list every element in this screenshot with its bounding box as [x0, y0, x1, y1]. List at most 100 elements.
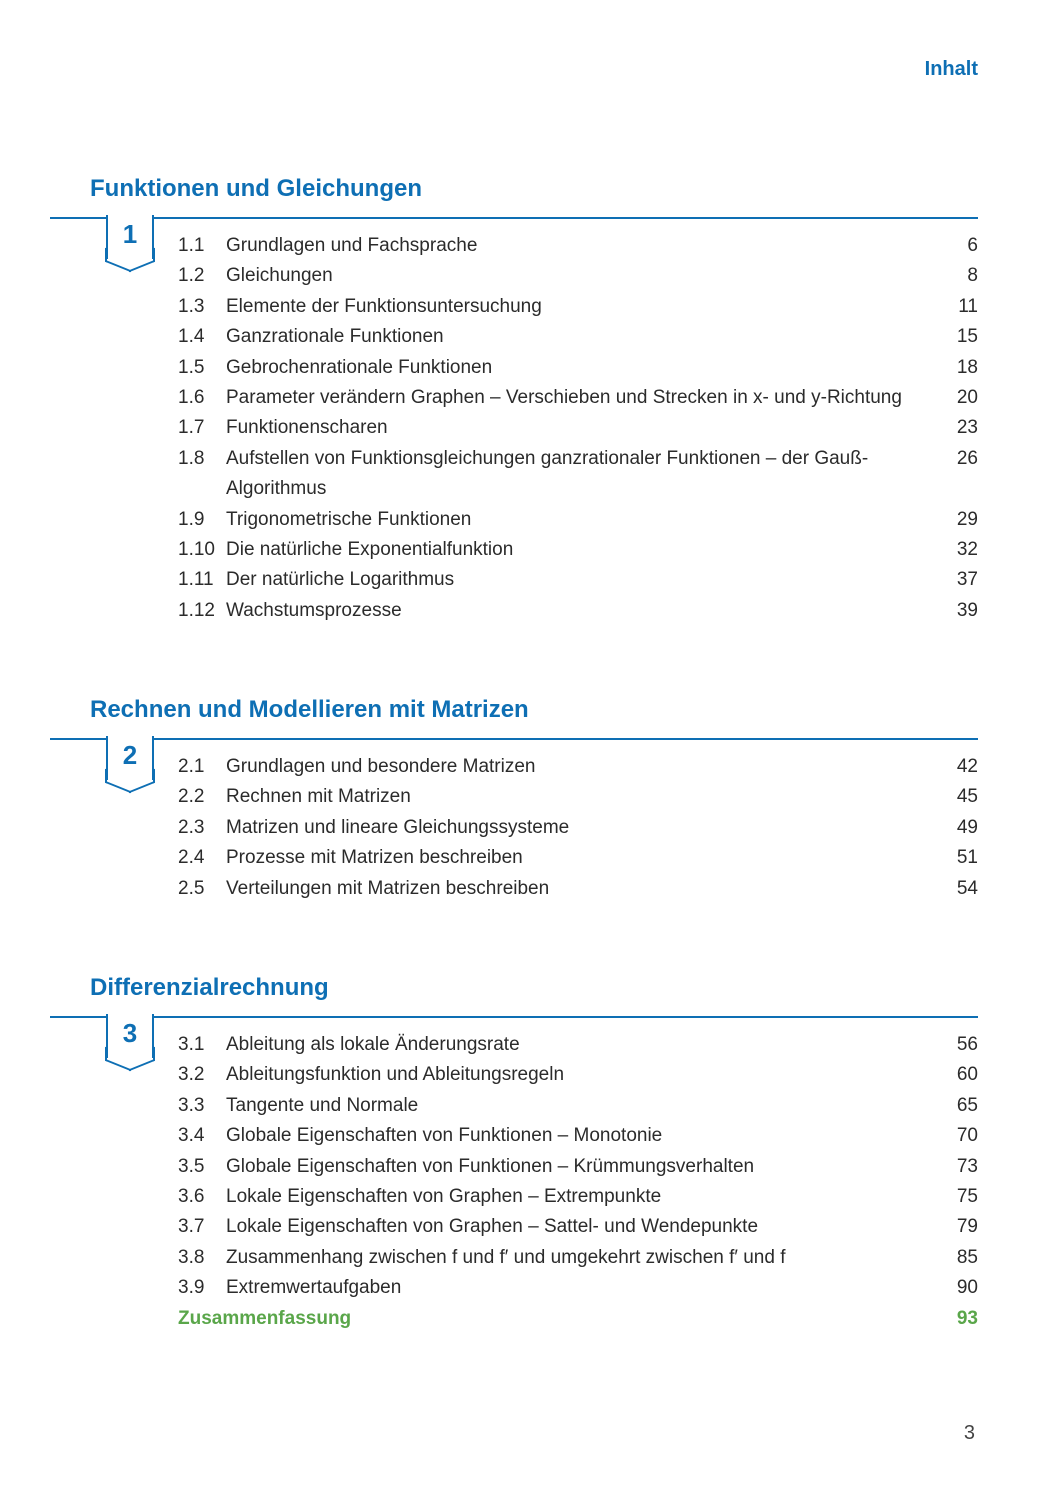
toc-entry-number: 1.9 [178, 505, 226, 535]
toc-entry-number: 2.2 [178, 782, 226, 812]
toc-entry-text: Ableitung als lokale Änderungsrate [226, 1030, 938, 1060]
toc-entry-number: 1.3 [178, 292, 226, 322]
toc-entry-text: Die natürliche Exponentialfunktion [226, 535, 938, 565]
toc-entry-number: 2.5 [178, 874, 226, 904]
toc-entry-text: Der natürliche Logarithmus [226, 565, 938, 595]
toc-row: 3.6Lokale Eigenschaften von Graphen – Ex… [178, 1182, 978, 1212]
toc-entry-text: Trigonometrische Funktionen [226, 505, 938, 535]
toc-entry-page: 90 [938, 1273, 978, 1303]
toc-entry-page: 15 [938, 322, 978, 352]
toc-entry-number: 3.8 [178, 1243, 226, 1273]
toc-entry-text: Globale Eigenschaften von Funktionen – K… [226, 1152, 938, 1182]
toc-entry-page: 45 [938, 782, 978, 812]
page-number: 3 [964, 1422, 975, 1445]
toc-entry-page: 70 [938, 1121, 978, 1151]
toc-row: 3.7Lokale Eigenschaften von Graphen – Sa… [178, 1212, 978, 1242]
toc-row: 3.2Ableitungsfunktion und Ableitungsrege… [178, 1060, 978, 1090]
toc-entry-page: 23 [938, 413, 978, 443]
toc-entries: 2.1Grundlagen und besondere Matrizen422.… [178, 752, 978, 904]
toc-entry-text: Zusammenhang zwischen f und f′ und umgek… [226, 1243, 938, 1273]
toc-row: 3.9Extremwertaufgaben90 [178, 1273, 978, 1303]
toc-entry-number: 3.1 [178, 1030, 226, 1060]
toc-entry-text: Globale Eigenschaften von Funktionen – M… [226, 1121, 938, 1151]
toc-entry-page: 18 [938, 353, 978, 383]
toc-entry-text: Rechnen mit Matrizen [226, 782, 938, 812]
toc-entry-number: 1.7 [178, 413, 226, 443]
chapter-badge: 1 [106, 215, 154, 259]
toc-entry-text: Verteilungen mit Matrizen beschreiben [226, 874, 938, 904]
toc-entry-number: 1.5 [178, 353, 226, 383]
toc-summary-row: Zusammenfassung93 [178, 1304, 978, 1334]
chapter: Rechnen und Modellieren mit Matrizen 2 2.1… [50, 696, 978, 904]
toc-entry-number: 3.3 [178, 1091, 226, 1121]
chapter-badge: 3 [106, 1014, 154, 1058]
toc-entry-page: 56 [938, 1030, 978, 1060]
toc-row: 1.3Elemente der Funktionsuntersuchung11 [178, 292, 978, 322]
toc-entry-number: 3.9 [178, 1273, 226, 1303]
toc-entry-page: 42 [938, 752, 978, 782]
toc-entry-page: 26 [938, 444, 978, 474]
toc-entry-number: 1.1 [178, 231, 226, 261]
toc-entry-page: 85 [938, 1243, 978, 1273]
toc-entry-page: 79 [938, 1212, 978, 1242]
toc-entry-number: 3.6 [178, 1182, 226, 1212]
toc-entry-text: Elemente der Funktionsuntersuchung [226, 292, 938, 322]
toc-entries: 1.1Grundlagen und Fachsprache61.2Gleichu… [178, 231, 978, 626]
toc-row: 1.10Die natürliche Exponentialfunktion32 [178, 535, 978, 565]
toc-entry-number: 1.11 [178, 565, 226, 595]
toc-row: 2.2Rechnen mit Matrizen45 [178, 782, 978, 812]
toc-entry-text: Lokale Eigenschaften von Graphen – Extre… [226, 1182, 938, 1212]
toc-entry-text: Gleichungen [226, 261, 938, 291]
toc-entry-number: 3.4 [178, 1121, 226, 1151]
toc-entry-text: Aufstellen von Funktionsgleichungen ganz… [226, 444, 938, 505]
toc-row: 1.2Gleichungen8 [178, 261, 978, 291]
toc-entry-page: 11 [938, 292, 978, 322]
toc-entry-page: 32 [938, 535, 978, 565]
toc-entry-page: 51 [938, 843, 978, 873]
chapter-title: Funktionen und Gleichungen [90, 175, 978, 203]
toc-entry-text: Grundlagen und Fachsprache [226, 231, 938, 261]
toc-row: 3.5Globale Eigenschaften von Funktionen … [178, 1152, 978, 1182]
toc-entry-number: 3.2 [178, 1060, 226, 1090]
toc-entry-text: Parameter verändern Graphen – Verschiebe… [226, 383, 938, 413]
toc-entry-number: 1.2 [178, 261, 226, 291]
toc-entry-page: 49 [938, 813, 978, 843]
toc-row: 3.1Ableitung als lokale Änderungsrate56 [178, 1030, 978, 1060]
toc-row: 2.4Prozesse mit Matrizen beschreiben51 [178, 843, 978, 873]
toc-row: 3.3Tangente und Normale65 [178, 1091, 978, 1121]
toc-entry-text: Zusammenfassung [178, 1304, 938, 1334]
toc-entry-number: 1.8 [178, 444, 226, 474]
toc-entry-page: 73 [938, 1152, 978, 1182]
toc-entry-page: 20 [938, 383, 978, 413]
toc-entry-number: 2.4 [178, 843, 226, 873]
toc-entry-page: 29 [938, 505, 978, 535]
chapter-number: 3 [106, 1018, 154, 1049]
toc-content: Funktionen und Gleichungen 1 1.1Grundlagen… [50, 175, 978, 1404]
toc-entry-page: 54 [938, 874, 978, 904]
toc-entry-text: Prozesse mit Matrizen beschreiben [226, 843, 938, 873]
toc-row: 2.3Matrizen und lineare Gleichungssystem… [178, 813, 978, 843]
toc-entry-number: 1.4 [178, 322, 226, 352]
toc-entry-number: 1.6 [178, 383, 226, 413]
toc-entry-text: Ableitungsfunktion und Ableitungsregeln [226, 1060, 938, 1090]
chapter-badge: 2 [106, 736, 154, 780]
toc-row: 1.8Aufstellen von Funktionsgleichungen g… [178, 444, 978, 505]
toc-entry-text: Lokale Eigenschaften von Graphen – Satte… [226, 1212, 938, 1242]
toc-entries: 3.1Ableitung als lokale Änderungsrate563… [178, 1030, 978, 1334]
toc-entry-number: 2.3 [178, 813, 226, 843]
toc-entry-page: 60 [938, 1060, 978, 1090]
toc-entry-number: 2.1 [178, 752, 226, 782]
chapter-title: Rechnen und Modellieren mit Matrizen [90, 696, 978, 724]
toc-row: 1.11Der natürliche Logarithmus37 [178, 565, 978, 595]
toc-entry-text: Wachstumsprozesse [226, 596, 938, 626]
toc-entry-page: 93 [938, 1304, 978, 1334]
toc-row: 3.8Zusammenhang zwischen f und f′ und um… [178, 1243, 978, 1273]
toc-entry-text: Gebrochenrationale Funktionen [226, 353, 938, 383]
toc-entry-text: Ganzrationale Funktionen [226, 322, 938, 352]
toc-row: 1.7Funktionenscharen23 [178, 413, 978, 443]
toc-row: 1.5Gebrochenrationale Funktionen18 [178, 353, 978, 383]
toc-entry-text: Funktionenscharen [226, 413, 938, 443]
page-header: Inhalt [925, 58, 978, 81]
toc-row: 1.1Grundlagen und Fachsprache6 [178, 231, 978, 261]
toc-entry-text: Tangente und Normale [226, 1091, 938, 1121]
